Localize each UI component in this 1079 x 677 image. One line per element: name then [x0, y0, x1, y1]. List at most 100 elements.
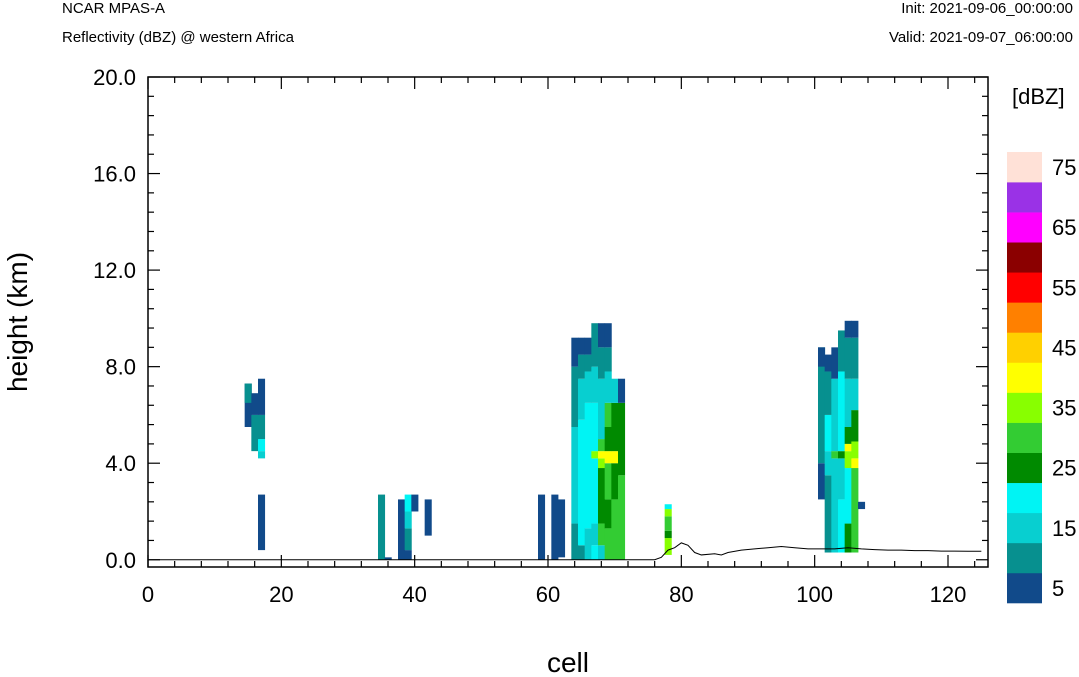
colorbar-swatch	[1007, 212, 1042, 243]
y-tick-label: 4.0	[105, 451, 136, 476]
reflectivity-cells	[244, 320, 866, 560]
reflectivity-cell	[838, 499, 846, 553]
reflectivity-cell	[578, 337, 586, 355]
reflectivity-cell	[244, 383, 252, 403]
reflectivity-cell	[398, 499, 406, 560]
tick-labels: 0 20 40 60 80 100 120 0.0 4.0 8.0 12.0 16.0 20.0	[93, 65, 966, 607]
colorbar-label: 15	[1052, 516, 1076, 541]
reflectivity-cell	[604, 371, 612, 403]
reflectivity-cell	[851, 378, 859, 411]
reflectivity-cell	[258, 378, 266, 415]
reflectivity-cell	[558, 499, 566, 558]
model-title: NCAR MPAS-A	[62, 0, 166, 17]
y-tick-label: 16.0	[93, 162, 136, 187]
reflectivity-cell	[831, 378, 839, 452]
reflectivity-cell	[831, 458, 839, 553]
y-axis-title: height (km)	[2, 252, 33, 392]
colorbar-label: 65	[1052, 215, 1076, 240]
x-tick-label: 60	[536, 582, 560, 607]
reflectivity-cell	[604, 463, 612, 500]
reflectivity-cell	[591, 323, 599, 367]
y-tick-label: 0.0	[105, 548, 136, 573]
x-tick-label: 80	[669, 582, 693, 607]
reflectivity-cell	[598, 523, 606, 546]
reflectivity-cell	[591, 523, 599, 546]
colorbar-swatch	[1007, 392, 1042, 423]
reflectivity-cell	[844, 523, 852, 553]
reflectivity-cell	[838, 371, 846, 452]
colorbar-label: 5	[1052, 576, 1064, 601]
reflectivity-cell	[844, 451, 852, 469]
reflectivity-cell	[844, 337, 852, 379]
reflectivity-cell	[611, 463, 619, 500]
reflectivity-cell	[584, 371, 592, 403]
reflectivity-cell	[604, 528, 612, 560]
colorbar-label: 35	[1052, 396, 1076, 421]
reflectivity-cell	[818, 427, 826, 464]
reflectivity-cell	[378, 494, 386, 560]
reflectivity-cell	[604, 451, 612, 464]
reflectivity-cell	[824, 414, 832, 452]
colorbar-label: 25	[1052, 456, 1076, 481]
reflectivity-cell	[251, 393, 259, 415]
reflectivity-cell	[844, 468, 852, 524]
reflectivity-cell	[404, 511, 412, 529]
x-axis-title: cell	[547, 647, 589, 677]
y-tick-label: 12.0	[93, 258, 136, 283]
reflectivity-cell	[838, 330, 846, 372]
reflectivity-cell	[404, 550, 412, 560]
reflectivity-cell	[598, 378, 606, 440]
reflectivity-cell	[258, 414, 266, 440]
valid-time: Valid: 2021-09-07_06:00:00	[888, 29, 1073, 46]
reflectivity-cell	[611, 499, 619, 560]
reflectivity-cell	[618, 378, 626, 403]
colorbar-label: 55	[1052, 275, 1076, 300]
reflectivity-cell	[838, 451, 846, 459]
reflectivity-cell	[818, 463, 826, 500]
colorbar-swatch	[1007, 422, 1042, 453]
reflectivity-cell	[591, 545, 599, 560]
reflectivity-cell	[578, 378, 586, 420]
reflectivity-cell	[598, 458, 606, 469]
reflectivity-cell	[664, 530, 672, 539]
reflectivity-cell	[584, 402, 592, 529]
x-tick-label: 120	[930, 582, 967, 607]
reflectivity-cell	[571, 366, 579, 427]
reflectivity-cell	[604, 499, 612, 529]
colorbar: 5 15 25 35 45 55 65 75	[1007, 152, 1076, 604]
reflectivity-cell	[424, 499, 432, 536]
reflectivity-cell	[598, 545, 606, 560]
x-tick-label: 20	[269, 582, 293, 607]
reflectivity-cell	[824, 371, 832, 415]
reflectivity-cell	[571, 523, 579, 560]
reflectivity-cell	[851, 458, 859, 469]
colorbar-swatch	[1007, 542, 1042, 574]
reflectivity-cell	[818, 347, 826, 367]
reflectivity-cell	[411, 494, 419, 512]
reflectivity-cell	[591, 458, 599, 524]
reflectivity-cell	[664, 504, 672, 510]
reflectivity-cell	[258, 439, 266, 452]
colorbar-swatch	[1007, 512, 1042, 544]
reflectivity-cell	[578, 354, 586, 379]
reflectivity-cell	[598, 468, 606, 524]
reflectivity-cell	[851, 468, 859, 553]
reflectivity-cell	[258, 494, 266, 551]
colorbar-title: [dBZ]	[1012, 84, 1065, 109]
reflectivity-cell	[858, 501, 866, 510]
reflectivity-cell	[611, 451, 619, 464]
reflectivity-cell	[604, 347, 612, 372]
reflectivity-cell	[844, 320, 852, 338]
reflectivity-cell	[851, 410, 859, 442]
reflectivity-cell	[551, 494, 559, 560]
field-subtitle: Reflectivity (dBZ) @ western Africa	[62, 29, 294, 46]
reflectivity-cell	[571, 427, 579, 524]
plot-frame	[147, 76, 989, 568]
reflectivity-cell	[598, 451, 606, 459]
reflectivity-cell	[824, 451, 832, 476]
reflectivity-cell	[604, 323, 612, 348]
reflectivity-cell	[258, 451, 266, 459]
colorbar-label: 45	[1052, 335, 1076, 360]
reflectivity-cell	[584, 354, 592, 372]
